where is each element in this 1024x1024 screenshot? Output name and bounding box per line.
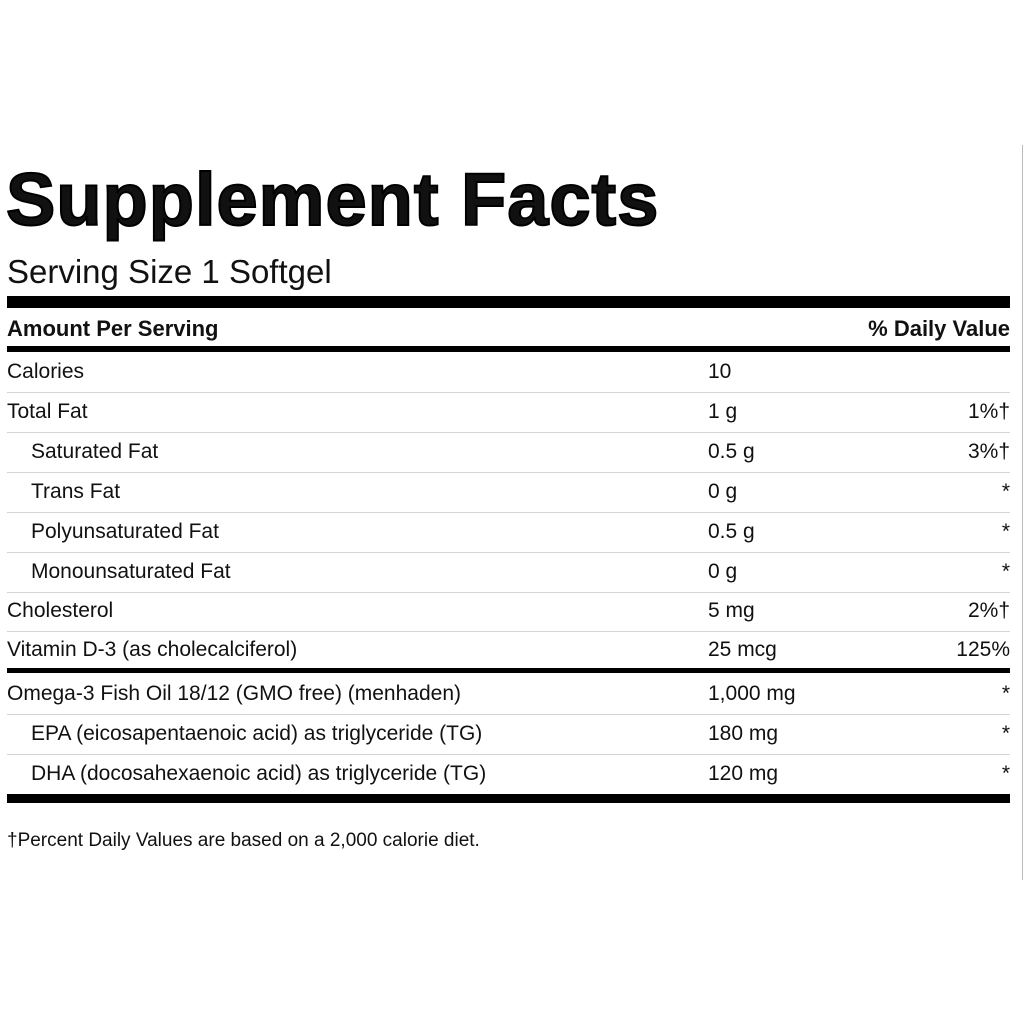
row: Vitamin D-3 (as cholecalciferol) 25 mcg 12… xyxy=(7,630,1010,670)
nutrient: Total Fat xyxy=(7,400,88,423)
row: Monounsaturated Fat 0 g * xyxy=(7,552,1010,593)
amount: 10 xyxy=(708,360,732,383)
daily-value: * xyxy=(1001,722,1010,745)
nutrient: Vitamin D-3 (as cholecalciferol) xyxy=(7,638,298,661)
daily-value: 1%† xyxy=(967,400,1010,423)
amount: 180 mg xyxy=(708,722,779,745)
daily-value: * xyxy=(1001,762,1010,785)
title: Supplement Facts xyxy=(5,158,660,241)
nutrient: Trans Fat xyxy=(31,480,121,503)
row: Total Fat 1 g 1%† xyxy=(7,392,1010,433)
daily-value: 2%† xyxy=(967,599,1010,622)
edge-line xyxy=(1022,145,1023,880)
rule xyxy=(7,668,1010,673)
nutrient: Monounsaturated Fat xyxy=(31,560,231,583)
amount: 1,000 mg xyxy=(708,682,796,705)
daily-value: * xyxy=(1001,682,1010,705)
serving-size: Serving Size 1 Softgel xyxy=(7,253,332,290)
footnote: †Percent Daily Values are based on a 2,0… xyxy=(7,830,480,851)
amount: 120 mg xyxy=(708,762,779,785)
daily-value: * xyxy=(1001,480,1010,503)
row: DHA (docosahexaenoic acid) as triglyceri… xyxy=(7,754,1010,794)
daily-value: 125% xyxy=(956,638,1010,661)
daily-value: * xyxy=(1001,560,1010,583)
row: Cholesterol 5 mg 2%† xyxy=(7,591,1010,632)
amount: 0 g xyxy=(708,480,738,503)
column-header: Amount Per Serving xyxy=(7,316,219,341)
amount: 1 g xyxy=(708,400,738,423)
nutrient: EPA (eicosapentaenoic acid) as triglycer… xyxy=(31,722,483,745)
row: Omega-3 Fish Oil 18/12 (GMO free) (menha… xyxy=(7,674,1010,715)
nutrient: Cholesterol xyxy=(7,599,114,622)
nutrient: Calories xyxy=(7,360,85,383)
amount: 0.5 g xyxy=(708,520,755,543)
row: Saturated Fat 0.5 g 3%† xyxy=(7,432,1010,473)
amount: 25 mcg xyxy=(708,638,777,661)
thick-rule xyxy=(7,296,1010,308)
daily-value: 3%† xyxy=(967,440,1010,463)
thick-rule xyxy=(7,794,1010,803)
nutrient: Polyunsaturated Fat xyxy=(31,520,219,543)
daily-value: * xyxy=(1001,520,1010,543)
row: Calories 10 xyxy=(7,352,1010,393)
rule xyxy=(7,346,1010,352)
column-header: % Daily Value xyxy=(868,316,1010,341)
nutrient: Saturated Fat xyxy=(31,440,159,463)
row: Polyunsaturated Fat 0.5 g * xyxy=(7,512,1010,553)
amount: 5 mg xyxy=(708,599,755,622)
amount: 0 g xyxy=(708,560,738,583)
row: EPA (eicosapentaenoic acid) as triglycer… xyxy=(7,714,1010,755)
nutrient: DHA (docosahexaenoic acid) as triglyceri… xyxy=(31,762,487,785)
nutrient: Omega-3 Fish Oil 18/12 (GMO free) (menha… xyxy=(7,682,462,705)
amount: 0.5 g xyxy=(708,440,755,463)
row: Trans Fat 0 g * xyxy=(7,472,1010,513)
